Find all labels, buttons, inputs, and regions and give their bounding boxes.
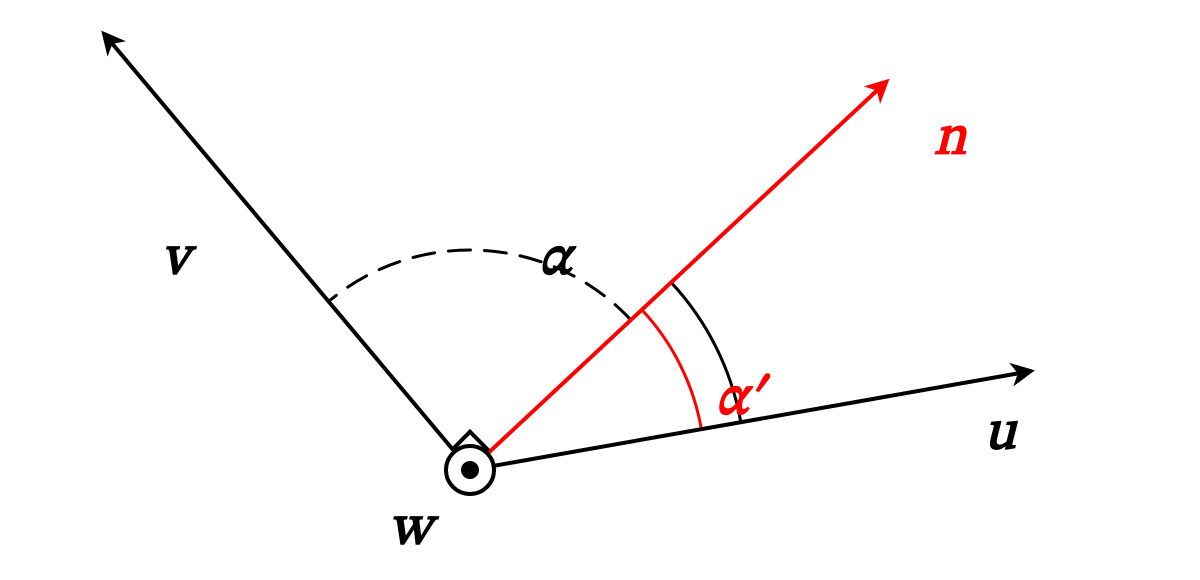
label-n: n [934,111,968,167]
label-alpha: α [539,231,577,287]
w-marker-dot [461,461,479,479]
label-u: u [984,406,1019,462]
vector-v [104,33,470,470]
label-alpha-prime: α′ [716,371,771,427]
arc-alpha-prime-inner [642,310,702,429]
label-w: w [389,501,440,557]
arc-alpha [329,250,631,320]
vector-n [470,81,887,470]
label-v: v [162,231,198,287]
